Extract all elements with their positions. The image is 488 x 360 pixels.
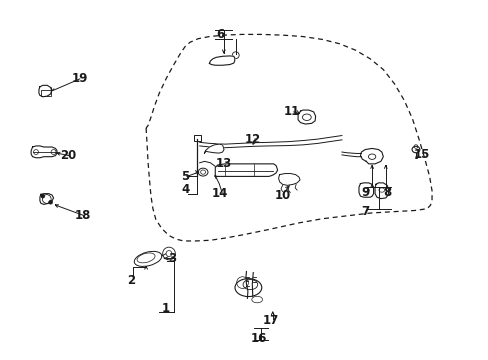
Text: 11: 11 xyxy=(284,105,300,118)
Text: 4: 4 xyxy=(181,183,189,196)
Text: 6: 6 xyxy=(216,28,224,41)
Text: 14: 14 xyxy=(211,187,228,200)
Text: 13: 13 xyxy=(216,157,232,170)
Text: 20: 20 xyxy=(60,149,76,162)
Text: 16: 16 xyxy=(250,332,267,345)
Text: 1: 1 xyxy=(161,302,169,315)
Circle shape xyxy=(49,200,53,204)
Text: 19: 19 xyxy=(72,72,88,85)
Text: 9: 9 xyxy=(361,186,368,199)
Polygon shape xyxy=(204,144,224,153)
Polygon shape xyxy=(209,56,234,65)
Text: 2: 2 xyxy=(127,274,135,287)
Text: 15: 15 xyxy=(413,148,429,161)
Text: 7: 7 xyxy=(361,205,368,218)
Text: 18: 18 xyxy=(75,209,91,222)
Text: 3: 3 xyxy=(168,252,176,265)
Text: 5: 5 xyxy=(181,170,189,183)
Text: 17: 17 xyxy=(263,314,279,327)
Text: 8: 8 xyxy=(382,186,390,199)
Text: 10: 10 xyxy=(274,189,290,202)
Text: 12: 12 xyxy=(244,133,261,146)
Bar xyxy=(194,135,200,140)
Bar xyxy=(41,90,51,96)
Circle shape xyxy=(41,194,45,198)
